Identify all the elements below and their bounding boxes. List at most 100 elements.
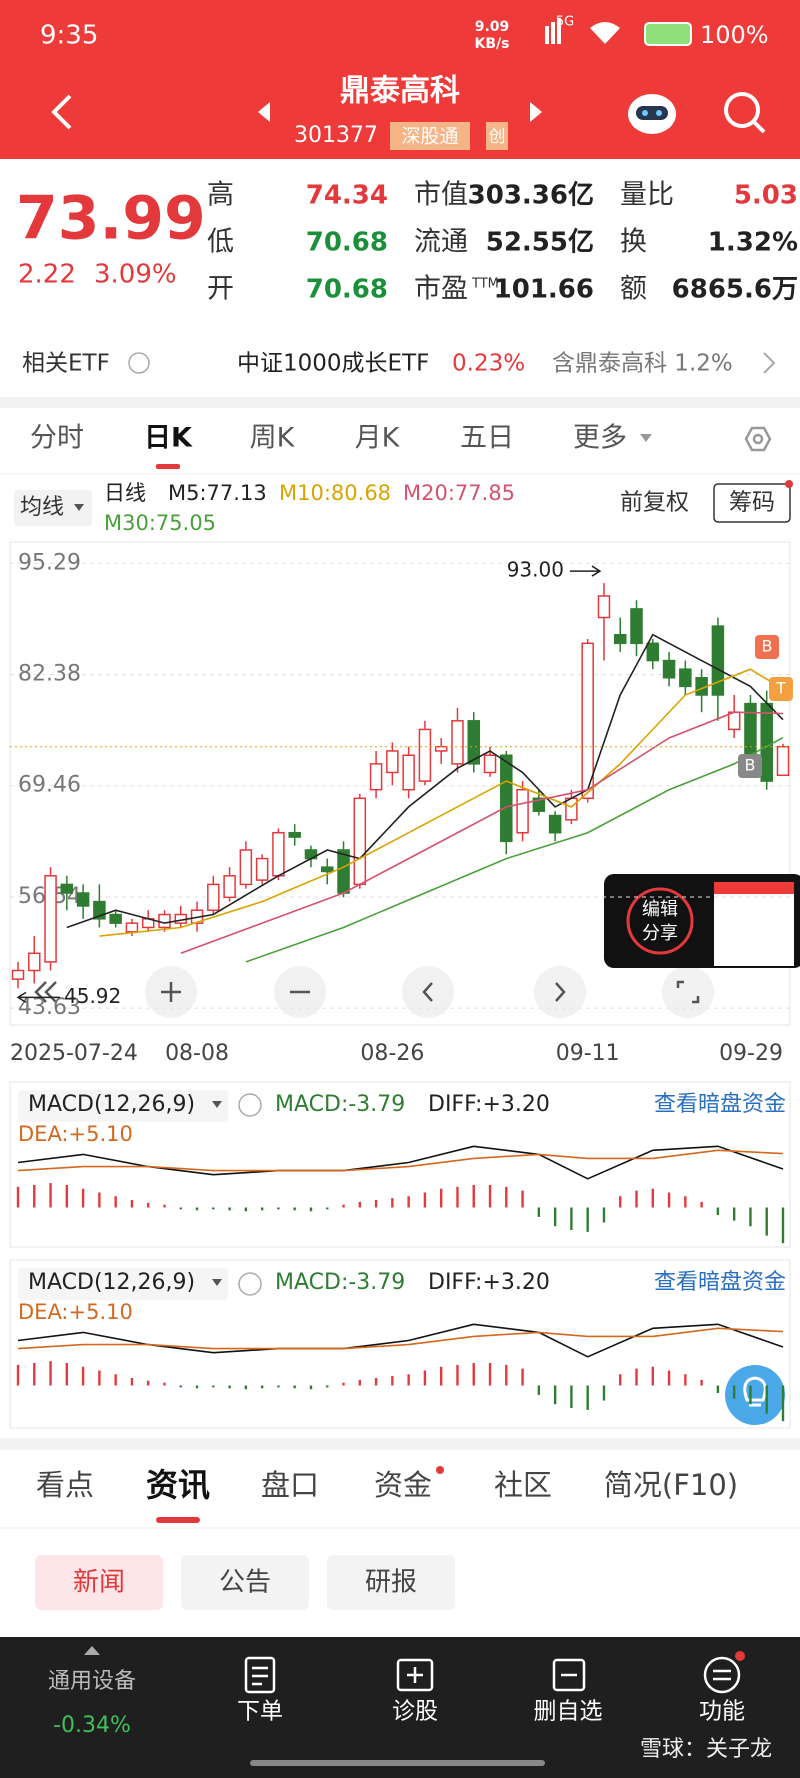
macd-bar xyxy=(260,1385,264,1389)
chip-button[interactable] xyxy=(713,483,791,523)
candle-body xyxy=(662,659,676,679)
ma-legend: M5:77.13 xyxy=(168,481,267,505)
stat-label: 开 xyxy=(207,274,234,305)
macd-bar xyxy=(537,1207,541,1217)
news-chip[interactable] xyxy=(181,1555,309,1610)
macd-bar xyxy=(326,1385,329,1388)
indicator-select[interactable] xyxy=(14,490,92,526)
chip-label: 筹码 xyxy=(729,490,775,516)
expand-arrow[interactable] xyxy=(84,1646,100,1655)
dea-value: DEA:+5.10 xyxy=(18,1300,133,1324)
period-tab[interactable]: 月K xyxy=(355,423,401,454)
period-tab[interactable]: 周K xyxy=(250,423,296,454)
nav-item[interactable]: 诊股 xyxy=(392,1699,438,1725)
news-chip[interactable] xyxy=(35,1555,163,1610)
info-tab[interactable]: 社区 xyxy=(494,1468,552,1502)
info-tab[interactable]: 盘口 xyxy=(261,1468,319,1502)
macd-bar xyxy=(244,1207,248,1212)
macd-line xyxy=(17,1327,784,1350)
macd-bar xyxy=(391,1198,394,1208)
help-icon[interactable] xyxy=(128,352,150,374)
dark-pool-link[interactable]: 查看暗盘资金 xyxy=(654,1092,786,1117)
macd-bar xyxy=(391,1376,394,1386)
share-label[interactable]: 编辑 xyxy=(642,899,678,920)
trade-mark-bg xyxy=(755,635,779,659)
back-button[interactable] xyxy=(51,94,72,130)
settings-icon[interactable] xyxy=(744,426,772,452)
candle-body xyxy=(288,831,301,838)
dropdown-arrow xyxy=(640,434,652,442)
period-tab[interactable]: 日K xyxy=(144,423,193,454)
candle-body xyxy=(532,797,546,812)
dark-pool-link[interactable]: 查看暗盘资金 xyxy=(654,1270,786,1295)
next-stock[interactable] xyxy=(530,102,542,122)
help-icon[interactable] xyxy=(238,1093,262,1117)
x-tick-label: 2025-07-24 xyxy=(10,1041,138,1066)
dropdown-arrow xyxy=(212,1279,222,1286)
news-chip-label[interactable]: 新闻 xyxy=(73,1568,125,1598)
share-thumbnail xyxy=(714,882,794,894)
dropdown-arrow xyxy=(74,504,84,511)
macd-bar xyxy=(521,1190,524,1208)
stat-label: 高 xyxy=(207,180,234,211)
share-ring xyxy=(626,887,694,955)
candle-body xyxy=(207,883,220,911)
chevron[interactable] xyxy=(763,352,776,374)
assistant-icon[interactable] xyxy=(628,94,676,134)
news-chip-label[interactable]: 公告 xyxy=(219,1568,271,1598)
macd-bar xyxy=(537,1385,541,1395)
macd-bar xyxy=(326,1207,329,1210)
macd-bar xyxy=(505,1186,508,1208)
adjust-mode[interactable]: 前复权 xyxy=(620,490,689,516)
scroll-right[interactable] xyxy=(534,966,586,1018)
macd-frame xyxy=(9,1081,791,1248)
info-tab[interactable]: 看点 xyxy=(36,1468,94,1502)
line-label: 日线 xyxy=(104,481,146,505)
stock-code: 301377 xyxy=(294,123,378,148)
macd-bar xyxy=(456,1364,459,1386)
period-tab[interactable]: 五日 xyxy=(460,423,514,454)
share-label[interactable]: 分享 xyxy=(642,923,678,944)
x-tick-label: 09-29 xyxy=(719,1041,783,1066)
etf-holding: 含鼎泰高科 1.2% xyxy=(552,351,733,377)
macd-bar xyxy=(212,1207,215,1210)
ma-line xyxy=(245,736,784,963)
info-tab[interactable]: 简况(F10) xyxy=(604,1468,738,1502)
candle-body xyxy=(255,857,269,881)
news-chip[interactable] xyxy=(327,1555,455,1610)
stat-value: 1.32% xyxy=(708,228,798,258)
macd-bar xyxy=(244,1385,248,1390)
indicator-label: 均线 xyxy=(20,495,64,520)
candle-body xyxy=(386,750,399,774)
macd-bar xyxy=(114,1374,117,1386)
macd-bar xyxy=(602,1207,606,1223)
macd-bar xyxy=(228,1207,231,1211)
prev-stock[interactable] xyxy=(258,102,270,122)
help-icon[interactable] xyxy=(238,1272,262,1296)
fullscreen[interactable] xyxy=(662,966,714,1018)
scroll-left[interactable] xyxy=(402,966,454,1018)
nav-item[interactable]: 下单 xyxy=(237,1699,283,1725)
candle-body xyxy=(451,720,464,765)
nav-item[interactable]: 删自选 xyxy=(534,1699,603,1725)
candle-body xyxy=(679,668,692,688)
info-tab[interactable]: 资讯 xyxy=(146,1466,210,1504)
search-icon[interactable] xyxy=(724,92,766,134)
news-chip-label[interactable]: 研报 xyxy=(365,1568,417,1598)
etf-name[interactable]: 中证1000成长ETF xyxy=(237,351,429,377)
info-tab[interactable]: 资金 xyxy=(374,1468,432,1502)
y-tick-label: 69.46 xyxy=(18,773,81,798)
macd-bar xyxy=(521,1368,524,1386)
macd-bar xyxy=(309,1385,313,1390)
macd-select[interactable] xyxy=(18,1090,228,1122)
candle-body xyxy=(581,642,594,800)
tips-button[interactable] xyxy=(725,1365,785,1425)
period-tab[interactable]: 更多 xyxy=(573,423,627,454)
period-tab[interactable]: 分时 xyxy=(30,423,84,454)
stat-label: 低 xyxy=(207,227,234,258)
stat-value: 6865.6万 xyxy=(672,275,798,305)
nav-item[interactable]: 功能 xyxy=(699,1699,745,1725)
macd-select[interactable] xyxy=(18,1268,228,1300)
index-name[interactable]: 通用设备 xyxy=(48,1669,136,1694)
